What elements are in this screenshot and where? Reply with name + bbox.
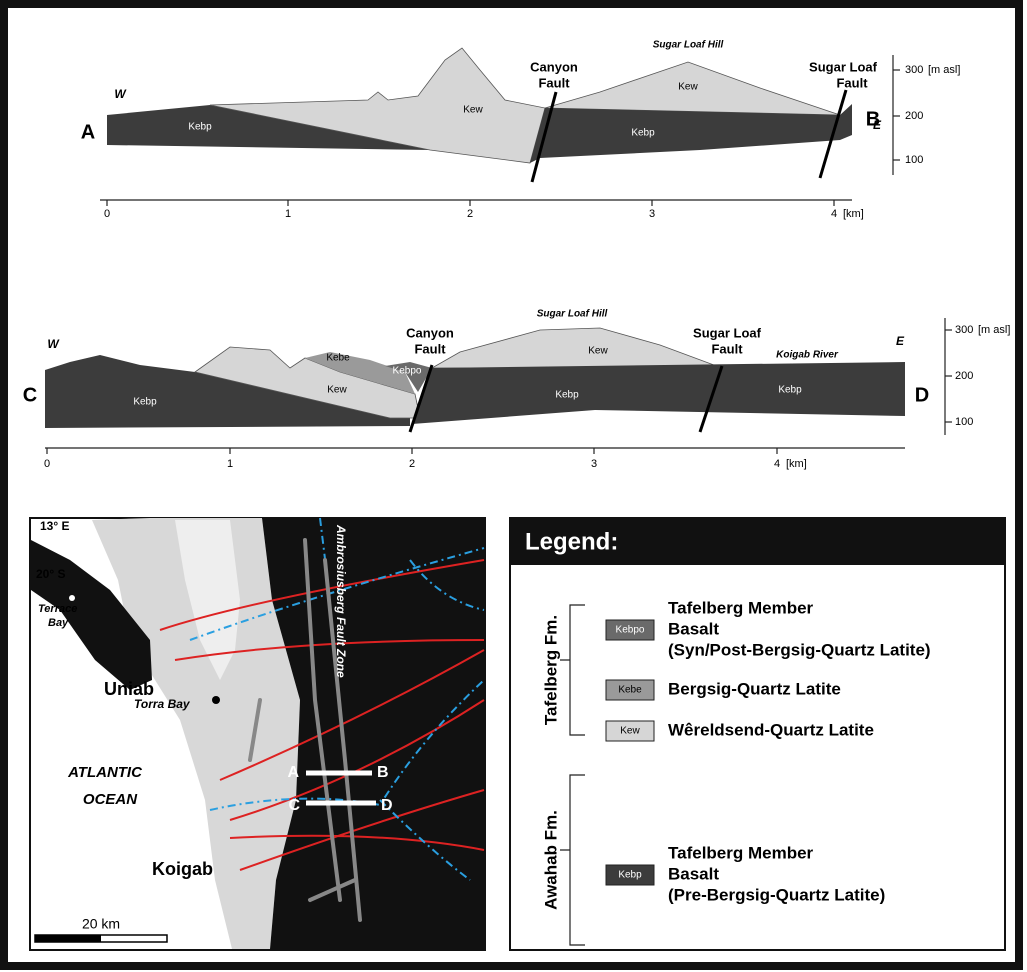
legend-text: Basalt xyxy=(668,619,719,638)
label: 3 xyxy=(591,458,597,470)
legend-text: Basalt xyxy=(668,864,719,883)
place-dot xyxy=(212,696,220,704)
label: D xyxy=(915,384,929,406)
label: 0 xyxy=(104,208,110,220)
label: 0 xyxy=(44,458,50,470)
label: B xyxy=(866,108,880,130)
label: 2 xyxy=(409,458,415,470)
unit-label: Kebp xyxy=(188,122,212,133)
swatch-code: Kebp xyxy=(618,870,642,881)
label: Koigab River xyxy=(776,350,839,361)
label: A xyxy=(287,764,299,781)
label: Sugar Loaf Hill xyxy=(537,309,608,320)
label: Torra Bay xyxy=(134,697,191,711)
unit-label: Kebe xyxy=(326,353,350,364)
label: [m asl] xyxy=(928,64,960,76)
legend-text: Bergsig-Quartz Latite xyxy=(668,679,841,698)
label: Sugar Loaf xyxy=(693,325,762,340)
label: B xyxy=(377,764,389,781)
swatch-code: Kew xyxy=(620,726,640,737)
label: [m asl] xyxy=(978,324,1010,336)
label: Fault xyxy=(414,341,446,356)
legend-text: (Pre-Bergsig-Quartz Latite) xyxy=(668,885,885,904)
label: 4 xyxy=(774,458,780,470)
label: Sugar Loaf xyxy=(809,59,878,74)
label: 20° S xyxy=(36,567,65,581)
label: 2 xyxy=(467,208,473,220)
unit-label: Kew xyxy=(327,385,347,396)
unit-label: Kew xyxy=(678,82,698,93)
group-label: Awahab Fm. xyxy=(541,810,560,910)
swatch-code: Kebpo xyxy=(616,625,645,636)
label: E xyxy=(896,334,905,348)
label: Fault xyxy=(836,75,868,90)
place-dot xyxy=(69,595,75,601)
label: 300 xyxy=(905,64,923,76)
unit-label: Kew xyxy=(588,346,608,357)
label: Ambrosiusberg Fault Zone xyxy=(334,524,348,678)
label: W xyxy=(47,337,60,351)
label: Bay xyxy=(48,617,69,629)
label: Canyon xyxy=(406,325,454,340)
label: W xyxy=(114,87,127,101)
label: 3 xyxy=(649,208,655,220)
label: Fault xyxy=(538,75,570,90)
label: 1 xyxy=(227,458,233,470)
label: C xyxy=(288,797,300,814)
label: 4 xyxy=(831,208,837,220)
label: Terrace xyxy=(38,603,77,615)
unit-label: Kew xyxy=(463,105,483,116)
legend-title: Legend: xyxy=(525,528,618,555)
group-label: Tafelberg Fm. xyxy=(541,615,560,725)
label: 1 xyxy=(285,208,291,220)
label: Koigab xyxy=(152,859,213,879)
unit-label: Kebpo xyxy=(393,366,422,377)
label: 200 xyxy=(905,110,923,122)
legend-text: Wêreldsend-Quartz Latite xyxy=(668,720,874,739)
label: [km] xyxy=(786,458,807,470)
label: C xyxy=(23,384,37,406)
label: 13° E xyxy=(40,519,69,533)
unit-label: Kebp xyxy=(631,128,655,139)
legend-text: (Syn/Post-Bergsig-Quartz Latite) xyxy=(668,640,931,659)
label: 100 xyxy=(955,416,973,428)
scale-bar xyxy=(35,935,101,942)
figure: WEABKebpKewKewKebpCanyonFaultSugar LoafF… xyxy=(0,0,1027,972)
label: A xyxy=(81,121,95,143)
swatch-code: Kebe xyxy=(618,685,642,696)
label: Canyon xyxy=(530,59,578,74)
unit-label: Kebp xyxy=(133,397,157,408)
legend-text: Tafelberg Member xyxy=(668,843,814,862)
label: Fault xyxy=(711,341,743,356)
unit-label: Kebp xyxy=(778,385,802,396)
label: 100 xyxy=(905,154,923,166)
label: 300 xyxy=(955,324,973,336)
label: 20 km xyxy=(82,916,120,932)
legend-text: Tafelberg Member xyxy=(668,598,814,617)
label: ATLANTIC xyxy=(67,764,143,781)
map xyxy=(30,518,485,950)
label: D xyxy=(381,797,393,814)
label: OCEAN xyxy=(83,791,138,808)
unit-label: Kebp xyxy=(555,390,579,401)
label: 200 xyxy=(955,370,973,382)
label: Uniab xyxy=(104,679,154,699)
label: Sugar Loaf Hill xyxy=(653,40,724,51)
label: [km] xyxy=(843,208,864,220)
